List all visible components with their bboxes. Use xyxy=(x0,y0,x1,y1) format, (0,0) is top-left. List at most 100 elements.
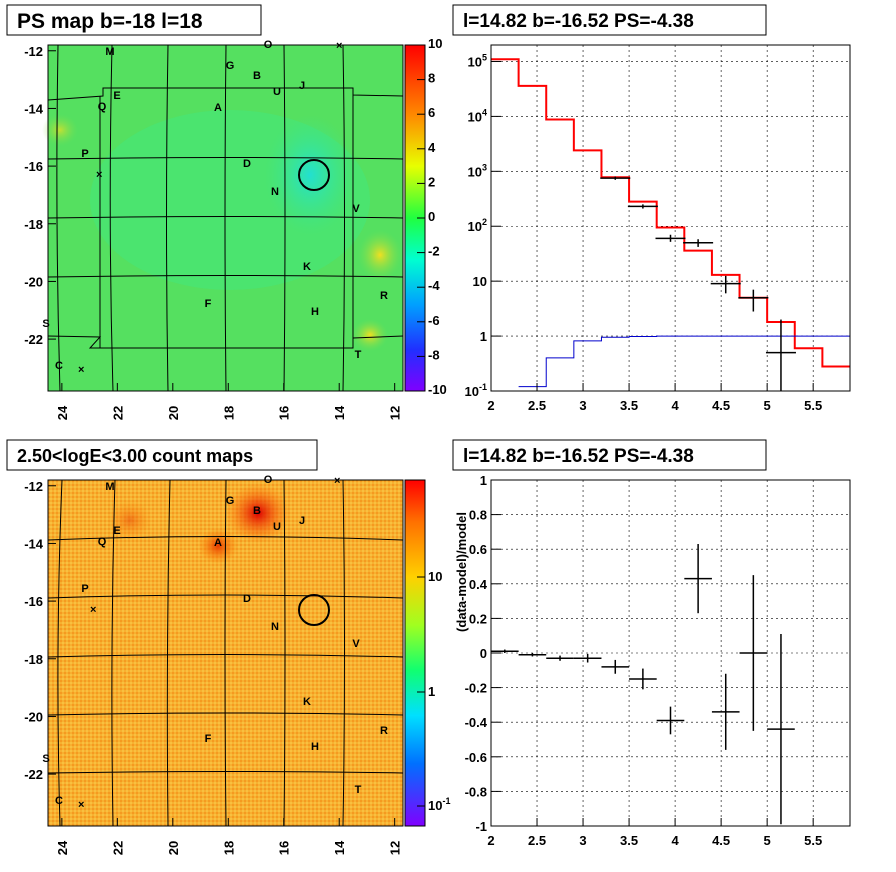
colorbar-tick-label: -6 xyxy=(428,313,440,328)
spectrum-title-box: l=14.82 b=-16.52 PS=-4.38 xyxy=(452,4,767,36)
source-label-J: J xyxy=(299,80,305,92)
x-tick-label: 3 xyxy=(579,398,586,413)
source-label-D: D xyxy=(243,593,251,605)
x-tick-label: 22 xyxy=(110,406,125,420)
source-label-A: A xyxy=(214,102,222,114)
x-tick-label: 18 xyxy=(221,406,236,420)
y-tick-label: -16 xyxy=(24,594,43,609)
x-tick-label: 14 xyxy=(332,840,347,855)
y-tick-label: -18 xyxy=(24,652,43,667)
colorbar-tick-label: 0 xyxy=(428,209,435,224)
ps-map-x-ticks: 24 22 20 18 16 14 12 xyxy=(55,383,403,420)
residual-y-ticks: 1 0.8 0.6 0.4 0.2 0 -0.2 -0.4 -0.6 -0.8 -1 xyxy=(465,473,501,834)
source-label-U: U xyxy=(273,521,281,533)
colorbar-tick-label: 1 xyxy=(428,684,435,699)
source-label-R: R xyxy=(380,290,388,302)
ps-map-yellow-spot xyxy=(358,230,402,280)
source-label-S: S xyxy=(42,753,49,765)
count-map-hot-spot-b xyxy=(226,483,290,543)
count-map-colorbar xyxy=(405,480,425,826)
residual-title-box: l=14.82 b=-16.52 PS=-4.38 xyxy=(452,439,767,471)
colorbar-tick-label: -2 xyxy=(428,244,440,259)
colorbar-tick-label: 10-1 xyxy=(428,796,450,813)
y-tick-label: 1 xyxy=(480,329,487,344)
source-label-Q: Q xyxy=(98,536,107,548)
y-tick-label: 10 xyxy=(473,274,487,289)
colorbar-tick-label: -10 xyxy=(428,382,447,397)
y-tick-label: 0.4 xyxy=(469,577,488,592)
y-tick-label: 102 xyxy=(468,217,487,234)
spectrum-x-ticks: 2 2.5 3 3.5 4 4.5 5 5.5 xyxy=(487,383,822,413)
y-tick-label: -1 xyxy=(475,819,487,834)
source-label-T: T xyxy=(355,784,362,796)
source-label-C: C xyxy=(55,795,63,807)
y-tick-label: 104 xyxy=(468,107,487,124)
model-step-line xyxy=(491,58,850,368)
ps-map-frame xyxy=(47,44,404,392)
count-map-title: 2.50<logE<3.00 count maps xyxy=(17,446,253,466)
source-label-C: C xyxy=(55,360,63,372)
source-label-V: V xyxy=(352,203,360,215)
spectrum-series xyxy=(491,58,850,391)
ps-map-title: PS map b=-18 l=18 xyxy=(17,10,203,33)
source-label-V: V xyxy=(352,638,360,650)
source-label-R: R xyxy=(380,725,388,737)
residual-y-axis-label: (data-model)/model xyxy=(454,512,469,632)
background-model-line xyxy=(518,335,850,388)
y-tick-label: -0.8 xyxy=(465,784,487,799)
ps-map-cross-1: × xyxy=(96,169,102,181)
y-tick-label: 1 xyxy=(480,473,487,488)
colorbar-tick-label: 8 xyxy=(428,71,435,86)
count-map-x-ticks: 24 22 20 18 16 14 12 xyxy=(55,818,403,855)
ps-map-cross-3: × xyxy=(78,364,84,376)
count-map-cross-1: × xyxy=(90,604,96,616)
x-tick-label: 14 xyxy=(332,405,347,420)
residual-x-ticks: 2 2.5 3 3.5 4 4.5 5 5.5 xyxy=(487,818,822,848)
x-tick-label: 16 xyxy=(277,406,292,420)
x-tick-label: 12 xyxy=(388,406,403,420)
ps-map-yellow-spot-3 xyxy=(42,114,78,146)
spectrum-panel: 2 2.5 3 3.5 4 4.5 5 5.5 10-1 1 10 102 103 104 105 xyxy=(465,44,851,413)
x-tick-label: 2.5 xyxy=(528,398,546,413)
count-map-source-circle xyxy=(298,594,330,626)
spectrum-frame xyxy=(490,44,851,392)
source-label-U: U xyxy=(273,86,281,98)
source-label-Q: Q xyxy=(98,101,107,113)
residual-series xyxy=(491,544,795,825)
colorbar-tick-label: 10 xyxy=(428,569,442,584)
y-tick-label: -20 xyxy=(24,274,43,289)
x-tick-label: 22 xyxy=(110,841,125,855)
residual-grid xyxy=(490,479,850,827)
x-tick-label: 20 xyxy=(166,841,181,855)
spectrum-y-ticks: 10-1 1 10 102 103 104 105 xyxy=(465,52,501,399)
count-map-coordinate-grid xyxy=(47,479,404,827)
y-tick-label: 10-1 xyxy=(465,382,487,399)
ps-map-title-box: PS map b=-18 l=18 xyxy=(6,4,262,36)
y-tick-label: 0.6 xyxy=(469,542,487,557)
y-tick-label: -0.6 xyxy=(465,750,487,765)
x-tick-label: 3.5 xyxy=(620,833,638,848)
count-map-warm-spot xyxy=(108,500,152,540)
x-tick-label: 5 xyxy=(764,398,771,413)
source-label-D: D xyxy=(243,158,251,170)
ps-map-coordinate-grid xyxy=(47,44,404,392)
y-tick-label: -0.4 xyxy=(465,715,488,730)
x-tick-label: 16 xyxy=(277,841,292,855)
y-tick-label: -18 xyxy=(24,217,43,232)
y-tick-label: -22 xyxy=(24,767,43,782)
y-tick-label: -14 xyxy=(24,536,44,551)
count-map-colorbar-ticks: 10 1 10-1 xyxy=(417,569,450,813)
colorbar-tick-label: 4 xyxy=(428,140,436,155)
colorbar-tick-label: -4 xyxy=(428,278,440,293)
x-tick-label: 5.5 xyxy=(804,833,822,848)
source-label-G: G xyxy=(226,495,235,507)
source-label-G: G xyxy=(226,60,235,72)
spectrum-title: l=14.82 b=-16.52 PS=-4.38 xyxy=(463,11,694,32)
source-label-B: B xyxy=(253,70,261,82)
x-tick-label: 5 xyxy=(764,833,771,848)
ps-map-source-circle xyxy=(298,159,330,191)
x-tick-label: 4.5 xyxy=(712,398,730,413)
